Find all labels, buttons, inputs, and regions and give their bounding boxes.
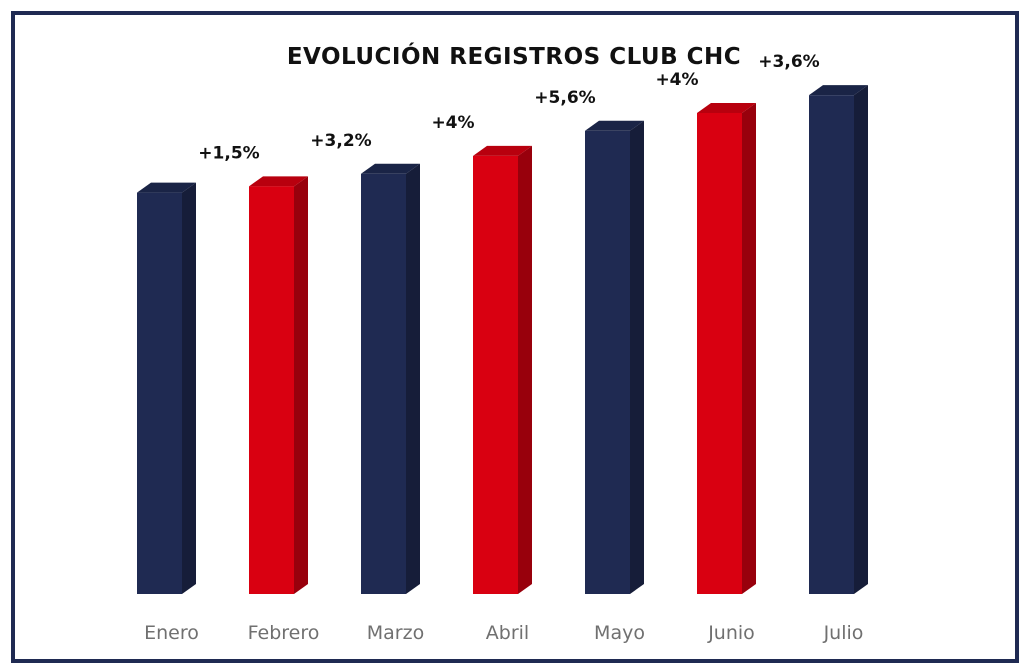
bar-front-face bbox=[361, 173, 406, 594]
bar-side-face bbox=[630, 120, 644, 594]
bar-front-face bbox=[473, 155, 518, 594]
bar-side-face bbox=[518, 145, 532, 594]
growth-label: +4% bbox=[655, 70, 698, 90]
chart-title: EVOLUCIÓN REGISTROS CLUB CHC bbox=[286, 44, 742, 70]
growth-label: +1,5% bbox=[198, 143, 259, 163]
bar-side-face bbox=[742, 102, 756, 594]
bar-top-face bbox=[585, 120, 644, 131]
bar-top-face bbox=[697, 102, 756, 113]
category-label: Julio bbox=[823, 622, 864, 644]
category-label: Febrero bbox=[248, 622, 320, 644]
bar-front-face bbox=[249, 186, 294, 594]
bar-top-face bbox=[809, 85, 868, 96]
growth-label: +3,6% bbox=[758, 52, 819, 72]
bar-mayo bbox=[585, 120, 644, 594]
bar-top-face bbox=[473, 145, 532, 156]
bar-side-face bbox=[406, 163, 420, 594]
category-label: Mayo bbox=[594, 622, 645, 644]
category-label: Marzo bbox=[367, 622, 424, 644]
bar-julio bbox=[809, 85, 868, 594]
bar-enero bbox=[137, 182, 196, 594]
bar-top-face bbox=[249, 176, 308, 187]
bar-front-face bbox=[585, 130, 630, 594]
bar-front-face bbox=[809, 95, 854, 594]
growth-label: +4% bbox=[431, 113, 474, 133]
bar-front-face bbox=[697, 112, 742, 594]
bar-abril bbox=[473, 145, 532, 594]
category-label: Junio bbox=[707, 622, 755, 644]
bar-top-face bbox=[361, 163, 420, 174]
category-label: Enero bbox=[144, 622, 199, 644]
bar-junio bbox=[697, 102, 756, 594]
bar-side-face bbox=[294, 176, 308, 594]
bar-front-face bbox=[137, 192, 182, 594]
bar-febrero bbox=[249, 176, 308, 594]
bar-side-face bbox=[182, 182, 196, 594]
bar-top-face bbox=[137, 182, 196, 193]
category-label: Abril bbox=[486, 622, 529, 644]
bar-marzo bbox=[361, 163, 420, 594]
bar-side-face bbox=[854, 85, 868, 594]
growth-label: +3,2% bbox=[310, 131, 371, 151]
growth-label: +5,6% bbox=[534, 88, 595, 108]
